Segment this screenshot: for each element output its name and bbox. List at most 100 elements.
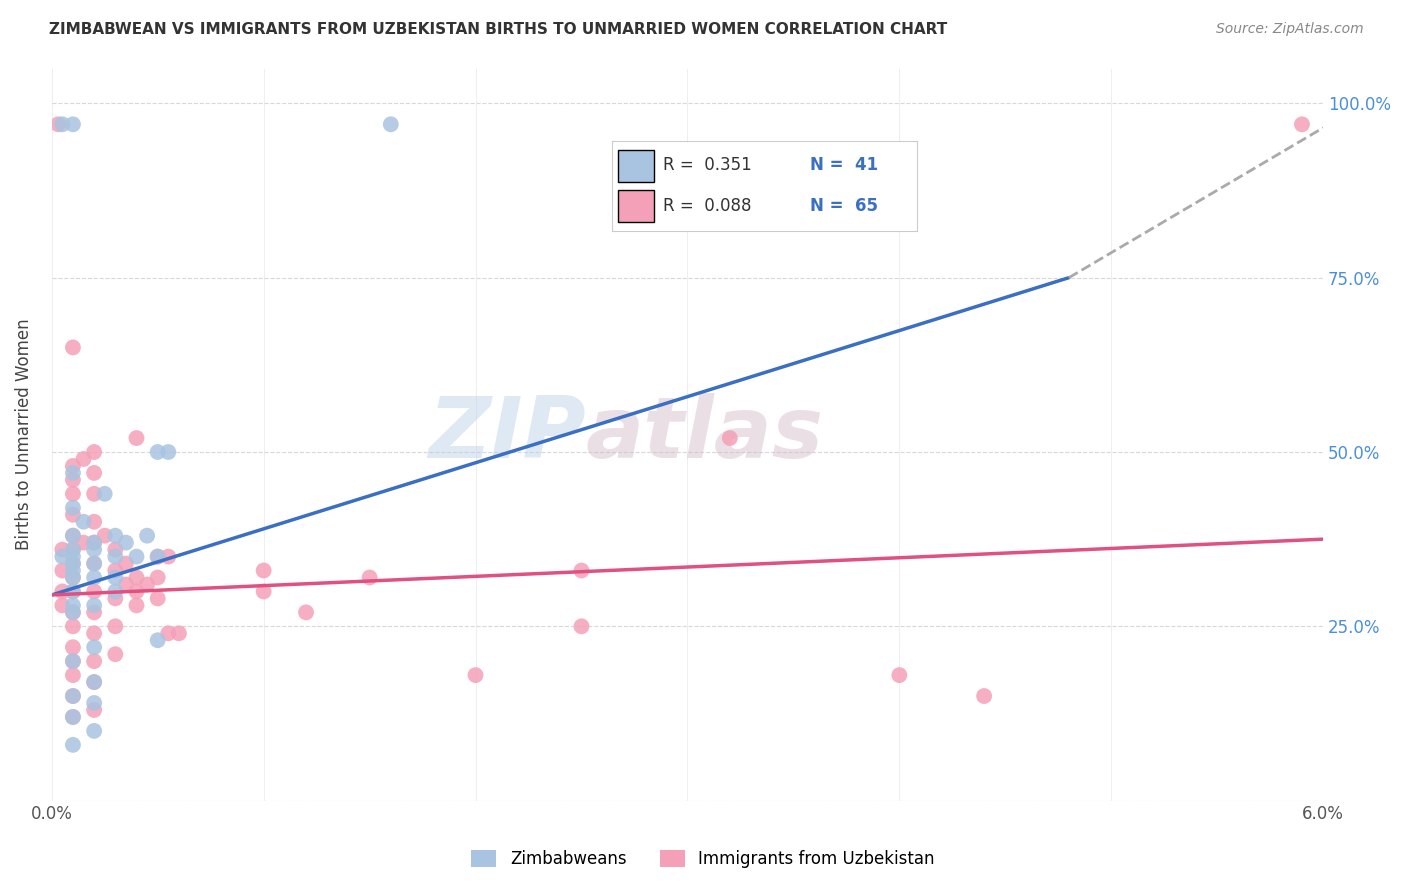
Point	[83, 535, 105, 549]
Point	[93, 529, 115, 543]
Point	[104, 591, 127, 606]
Point	[115, 577, 138, 591]
Point	[62, 654, 84, 668]
Point	[83, 535, 105, 549]
Point	[83, 640, 105, 655]
Point	[571, 619, 593, 633]
Point	[359, 570, 381, 584]
Point	[104, 647, 127, 661]
Point	[146, 549, 169, 564]
Point	[104, 584, 127, 599]
Point	[253, 584, 276, 599]
Point	[125, 570, 148, 584]
Point	[125, 584, 148, 599]
Point	[157, 626, 180, 640]
Text: Source: ZipAtlas.com: Source: ZipAtlas.com	[1216, 22, 1364, 37]
Point	[62, 668, 84, 682]
Point	[62, 508, 84, 522]
Point	[62, 689, 84, 703]
Point	[83, 654, 105, 668]
Point	[83, 487, 105, 501]
Point	[62, 619, 84, 633]
Legend: Zimbabweans, Immigrants from Uzbekistan: Zimbabweans, Immigrants from Uzbekistan	[465, 843, 941, 875]
Point	[83, 703, 105, 717]
Point	[62, 640, 84, 655]
Point	[62, 529, 84, 543]
Point	[146, 591, 169, 606]
Text: N =  41: N = 41	[810, 156, 879, 175]
Point	[62, 542, 84, 557]
Point	[62, 599, 84, 613]
Text: R =  0.351: R = 0.351	[664, 156, 752, 175]
Point	[62, 340, 84, 354]
Y-axis label: Births to Unmarried Women: Births to Unmarried Women	[15, 318, 32, 550]
Point	[295, 606, 318, 620]
Point	[115, 557, 138, 571]
Text: R =  0.088: R = 0.088	[664, 196, 752, 215]
Point	[83, 466, 105, 480]
Point	[46, 117, 69, 131]
Text: atlas: atlas	[586, 393, 824, 476]
Point	[253, 564, 276, 578]
Point	[62, 500, 84, 515]
Point	[83, 584, 105, 599]
Point	[380, 117, 402, 131]
Point	[1291, 117, 1313, 131]
Point	[83, 557, 105, 571]
Point	[51, 564, 73, 578]
Point	[62, 606, 84, 620]
Point	[83, 696, 105, 710]
Point	[83, 515, 105, 529]
Point	[62, 654, 84, 668]
Point	[83, 542, 105, 557]
Point	[62, 557, 84, 571]
Point	[83, 606, 105, 620]
Text: ZIMBABWEAN VS IMMIGRANTS FROM UZBEKISTAN BIRTHS TO UNMARRIED WOMEN CORRELATION C: ZIMBABWEAN VS IMMIGRANTS FROM UZBEKISTAN…	[49, 22, 948, 37]
Point	[125, 549, 148, 564]
Point	[62, 487, 84, 501]
Point	[973, 689, 995, 703]
Point	[62, 584, 84, 599]
Point	[146, 633, 169, 648]
Point	[83, 626, 105, 640]
Point	[136, 577, 159, 591]
Point	[146, 549, 169, 564]
Text: ZIP: ZIP	[427, 393, 586, 476]
Point	[104, 619, 127, 633]
Point	[115, 535, 138, 549]
Point	[51, 549, 73, 564]
Point	[146, 570, 169, 584]
Point	[83, 723, 105, 738]
Point	[62, 458, 84, 473]
Point	[51, 599, 73, 613]
Point	[72, 515, 94, 529]
Point	[72, 452, 94, 467]
Point	[62, 557, 84, 571]
Point	[62, 738, 84, 752]
Point	[51, 542, 73, 557]
Point	[104, 564, 127, 578]
Point	[62, 570, 84, 584]
Point	[62, 549, 84, 564]
Point	[83, 599, 105, 613]
Point	[62, 710, 84, 724]
Point	[62, 564, 84, 578]
Point	[62, 529, 84, 543]
Point	[93, 487, 115, 501]
Point	[157, 445, 180, 459]
Point	[464, 668, 486, 682]
Point	[104, 549, 127, 564]
Point	[62, 606, 84, 620]
Point	[62, 570, 84, 584]
Point	[83, 675, 105, 690]
Point	[104, 529, 127, 543]
Text: N =  65: N = 65	[810, 196, 877, 215]
Point	[718, 431, 741, 445]
Point	[136, 529, 159, 543]
Point	[104, 570, 127, 584]
Point	[62, 473, 84, 487]
Point	[167, 626, 190, 640]
Point	[571, 564, 593, 578]
Point	[83, 675, 105, 690]
Point	[125, 431, 148, 445]
